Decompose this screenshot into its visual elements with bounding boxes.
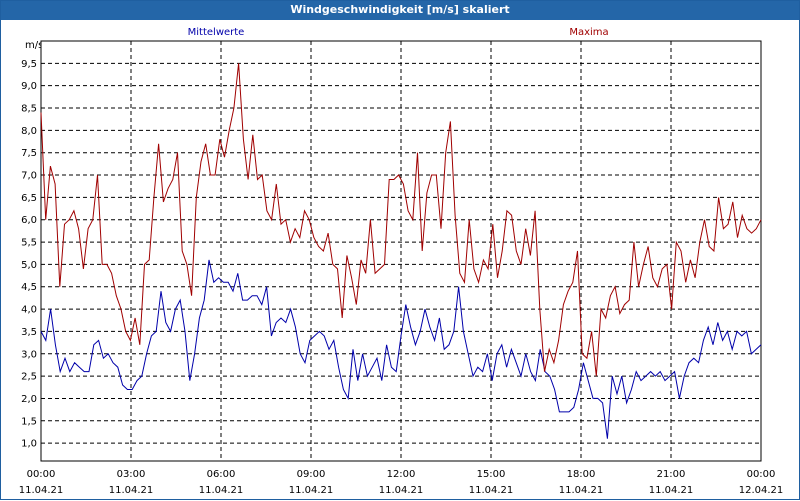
x-tick-date: 11.04.21: [199, 485, 244, 496]
x-tick-date: 11.04.21: [469, 485, 514, 496]
x-tick-time: 09:00: [297, 469, 326, 480]
y-tick-label: 4,5: [21, 282, 37, 293]
x-tick-date: 11.04.21: [379, 485, 424, 496]
y-tick-label: 2,5: [21, 372, 37, 383]
y-tick-label: 1,5: [21, 416, 37, 427]
y-tick-label: 7,5: [21, 148, 37, 159]
x-tick-time: 00:00: [747, 469, 776, 480]
series-line-mittelwerte: [40, 259, 762, 439]
window-title: Windgeschwindigkeit [m/s] skaliert: [1, 1, 799, 20]
x-tick-time: 06:00: [207, 469, 236, 480]
y-tick-label: 9,0: [21, 81, 37, 92]
x-tick-time: 00:00: [27, 469, 56, 480]
x-tick-date: 11.04.21: [559, 485, 604, 496]
y-tick-label: 6,0: [21, 215, 37, 226]
y-tick-label: 3,0: [21, 349, 37, 360]
legend-maxima: Maxima: [569, 27, 608, 38]
legend-mittelwerte: Mittelwerte: [188, 27, 245, 38]
y-tick-label: 5,5: [21, 238, 37, 249]
x-tick-date: 12.04.21: [739, 485, 784, 496]
y-tick-label: 1,0: [21, 439, 37, 450]
y-tick-label: 4,0: [21, 305, 37, 316]
x-tick-time: 21:00: [657, 469, 686, 480]
x-tick-date: 11.04.21: [19, 485, 64, 496]
y-tick-label: 9,5: [21, 59, 37, 70]
y-tick-label: 7,0: [21, 171, 37, 182]
y-tick-label: 2,0: [21, 394, 37, 405]
x-tick-date: 11.04.21: [649, 485, 694, 496]
x-tick-time: 03:00: [117, 469, 146, 480]
x-tick-date: 11.04.21: [109, 485, 154, 496]
x-tick-date: 11.04.21: [289, 485, 334, 496]
x-tick-time: 15:00: [477, 469, 506, 480]
y-axis-label: m/s: [25, 40, 43, 51]
y-tick-label: 5,0: [21, 260, 37, 271]
y-tick-label: 8,5: [21, 104, 37, 115]
x-tick-time: 12:00: [387, 469, 416, 480]
y-tick-label: 8,0: [21, 126, 37, 137]
y-tick-label: 3,5: [21, 327, 37, 338]
series-line-maxima: [40, 63, 762, 377]
y-tick-label: 6,5: [21, 193, 37, 204]
x-tick-time: 18:00: [567, 469, 596, 480]
